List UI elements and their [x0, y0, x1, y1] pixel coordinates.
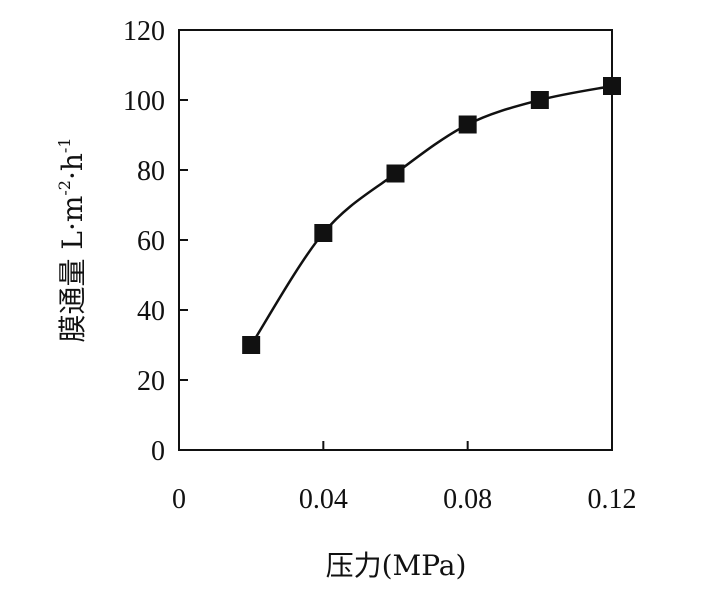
series-line — [250, 84, 613, 346]
y-axis-title-sup2: -1 — [55, 137, 74, 153]
y-tick-label-5: 100 — [123, 86, 165, 117]
y-tick-label-1: 20 — [137, 366, 165, 397]
y-tick-label-0: 0 — [151, 436, 165, 467]
y-axis-title-mid: ·h — [56, 153, 89, 180]
y-tick-label-3: 60 — [137, 226, 165, 257]
x-tick-label-2: 0.08 — [443, 484, 492, 515]
x-tick-label-3: 0.12 — [588, 484, 637, 515]
data-point-5 — [603, 77, 621, 95]
x-tick-label-1: 0.04 — [299, 484, 348, 515]
x-axis-title: 压力(MPa) — [326, 549, 467, 582]
data-point-1 — [314, 224, 333, 242]
y-tick-label-6: 120 — [123, 16, 165, 47]
x-tick-label-0: 0 — [172, 484, 186, 515]
data-point-2 — [386, 164, 405, 183]
y-tick-labels: 0 20 40 60 80 100 120 — [123, 16, 165, 467]
x-tick-labels: 0 0.04 0.08 0.12 — [172, 484, 637, 515]
tick-marks — [178, 29, 613, 451]
data-point-4 — [530, 91, 549, 109]
y-tick-label-4: 80 — [137, 156, 165, 187]
data-markers — [242, 77, 621, 354]
y-axis-title-sup1: -2 — [55, 180, 74, 196]
data-point-3 — [458, 115, 477, 134]
y-tick-label-2: 40 — [137, 296, 165, 327]
y-axis-title: 膜通量 L·m-2·h-1 — [55, 137, 89, 342]
y-axis-title-prefix: 膜通量 L·m — [56, 196, 89, 343]
data-point-0 — [242, 336, 261, 354]
